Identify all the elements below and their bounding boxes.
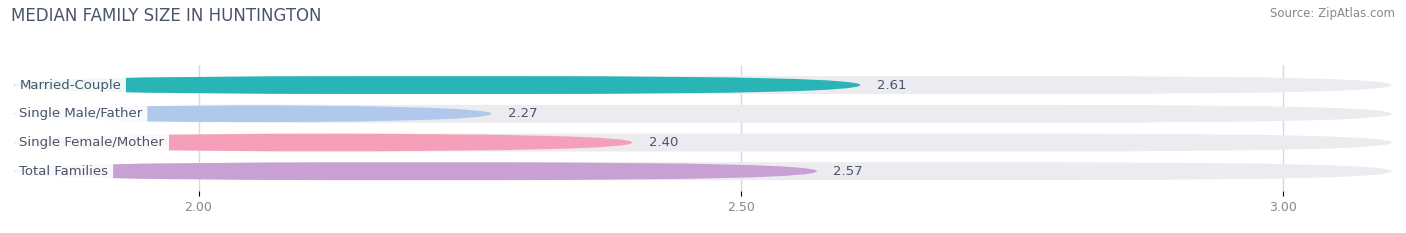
- Text: 2.27: 2.27: [508, 107, 537, 120]
- Text: Married-Couple: Married-Couple: [20, 79, 121, 92]
- FancyBboxPatch shape: [14, 76, 860, 94]
- FancyBboxPatch shape: [14, 105, 1392, 123]
- FancyBboxPatch shape: [14, 76, 1392, 94]
- FancyBboxPatch shape: [14, 134, 633, 151]
- FancyBboxPatch shape: [14, 105, 492, 123]
- Text: 2.40: 2.40: [648, 136, 678, 149]
- Text: MEDIAN FAMILY SIZE IN HUNTINGTON: MEDIAN FAMILY SIZE IN HUNTINGTON: [11, 7, 322, 25]
- FancyBboxPatch shape: [14, 134, 1392, 151]
- Text: Total Families: Total Families: [20, 165, 108, 178]
- Text: Source: ZipAtlas.com: Source: ZipAtlas.com: [1270, 7, 1395, 20]
- FancyBboxPatch shape: [14, 162, 1392, 180]
- FancyBboxPatch shape: [14, 162, 817, 180]
- Text: Single Female/Mother: Single Female/Mother: [20, 136, 165, 149]
- Text: 2.61: 2.61: [876, 79, 905, 92]
- Text: Single Male/Father: Single Male/Father: [20, 107, 143, 120]
- Text: 2.57: 2.57: [834, 165, 863, 178]
